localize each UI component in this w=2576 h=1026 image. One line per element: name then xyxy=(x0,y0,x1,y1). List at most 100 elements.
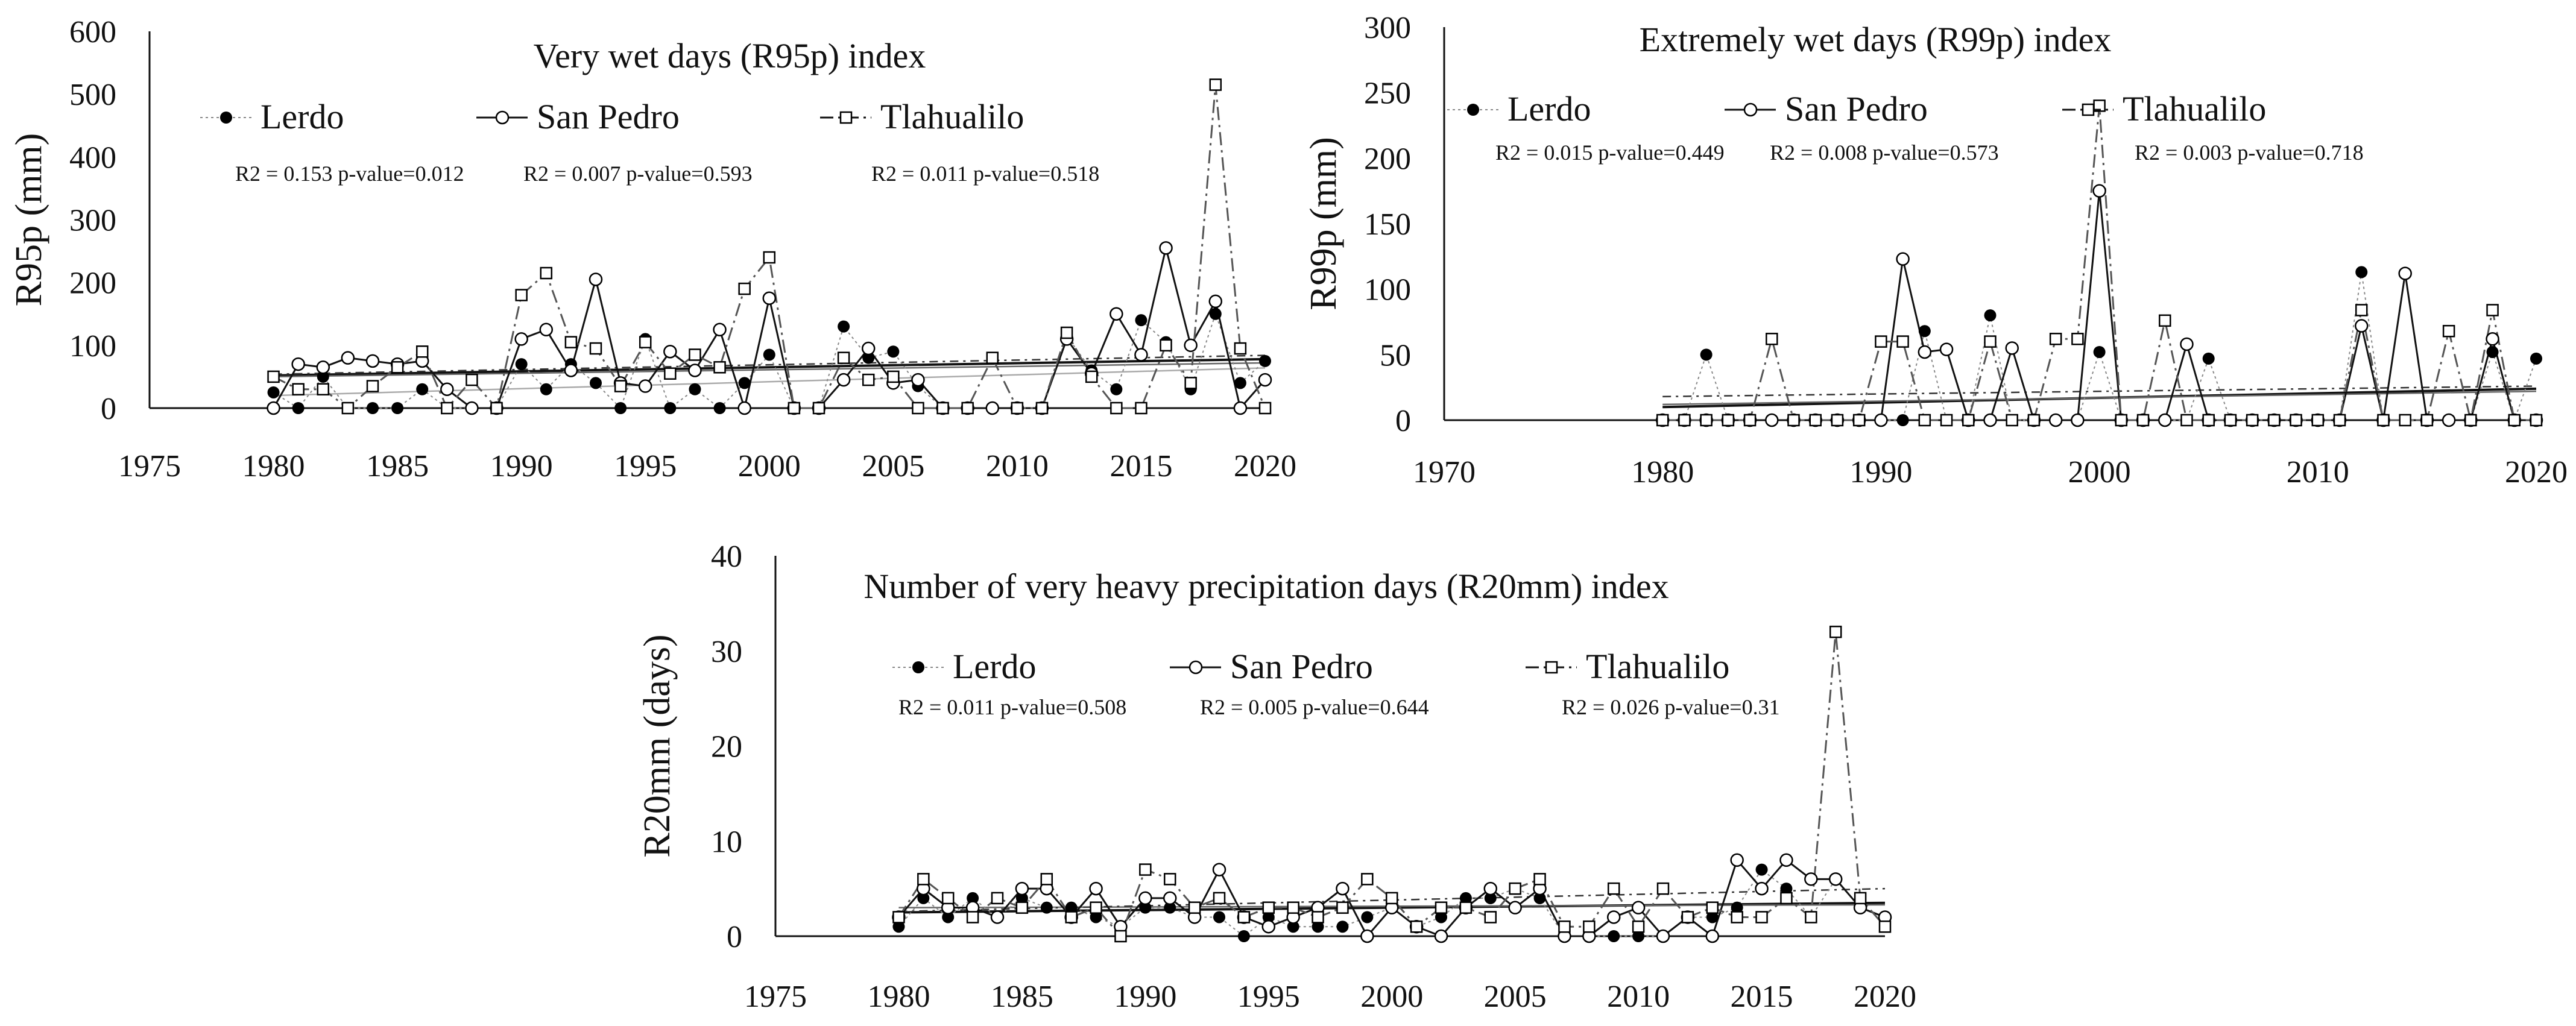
data-point xyxy=(2399,414,2411,427)
data-point xyxy=(316,360,330,374)
data-point xyxy=(341,401,355,415)
data-point xyxy=(1766,333,1778,345)
data-point xyxy=(1336,921,1349,933)
data-point xyxy=(713,323,727,337)
x-tick-label: 1975 xyxy=(744,980,807,1014)
data-point xyxy=(985,401,1000,415)
data-point xyxy=(1135,314,1148,327)
data-point xyxy=(713,402,726,414)
data-point xyxy=(1212,863,1226,877)
x-tick-label: 2010 xyxy=(986,449,1049,483)
data-point xyxy=(1060,326,1073,339)
data-point xyxy=(1184,338,1198,353)
data-point xyxy=(515,289,528,301)
trend-line xyxy=(273,367,1266,397)
data-point xyxy=(1312,921,1324,933)
x-tick-label: 1975 xyxy=(118,449,181,483)
data-point xyxy=(2442,413,2456,427)
data-point xyxy=(942,911,955,924)
data-point xyxy=(1287,921,1299,933)
y-tick-label: 20 xyxy=(711,730,742,764)
data-point xyxy=(639,336,652,348)
data-point xyxy=(2049,333,2062,345)
data-point xyxy=(986,351,999,364)
data-point xyxy=(788,401,801,415)
data-point xyxy=(664,402,677,414)
data-point xyxy=(1163,873,1176,886)
data-point xyxy=(416,383,429,395)
data-point xyxy=(1731,911,1743,924)
data-point xyxy=(341,351,355,365)
chart-title: Number of very heavy precipitation days … xyxy=(863,567,1668,606)
legend-marker xyxy=(220,112,232,124)
legend-stat: R2 = 0.003 p-value=0.718 xyxy=(2135,140,2364,165)
data-point xyxy=(2202,352,2215,365)
x-tick-label: 1995 xyxy=(614,449,677,483)
x-tick-label: 1995 xyxy=(1237,980,1300,1014)
data-point xyxy=(966,911,979,924)
chart-r20mm: 0 10 20 30 40 1975 1980 1985 1990 1995 2000 2005 201… xyxy=(637,540,1916,1014)
data-point xyxy=(1984,335,1997,348)
data-point xyxy=(2202,414,2215,427)
y-tick-label: 150 xyxy=(1364,207,1411,242)
data-point xyxy=(1743,414,1757,427)
data-point xyxy=(589,272,603,286)
data-point xyxy=(2311,414,2325,427)
y-tick-label: 300 xyxy=(69,204,116,238)
y-tick-label: 200 xyxy=(1364,142,1411,176)
x-tick-label: 1980 xyxy=(867,980,930,1014)
data-point xyxy=(2290,414,2302,427)
legend-label: San Pedro xyxy=(537,97,680,136)
data-point xyxy=(2355,304,2368,316)
data-point xyxy=(2355,266,2368,279)
data-point xyxy=(1361,873,1374,886)
data-point xyxy=(1632,930,1645,942)
data-point xyxy=(689,348,701,361)
y-tick-label: 400 xyxy=(69,140,116,175)
trend-line xyxy=(273,357,1266,377)
data-point xyxy=(1805,911,1817,924)
data-point xyxy=(1631,901,1646,914)
data-point xyxy=(540,266,553,280)
data-point xyxy=(1085,370,1098,383)
data-point xyxy=(1831,414,1844,427)
data-point xyxy=(514,332,528,346)
x-tick-label: 2000 xyxy=(738,449,801,483)
legend-label: Tlahualilo xyxy=(2123,89,2266,128)
x-tick-label: 2020 xyxy=(2505,455,2568,489)
data-point xyxy=(1138,891,1152,905)
data-point xyxy=(762,291,777,305)
data-point xyxy=(1015,881,1029,896)
data-point xyxy=(1681,911,1694,924)
data-point xyxy=(1918,345,1932,359)
data-point xyxy=(738,282,751,295)
data-point xyxy=(2530,352,2542,365)
legend-marker xyxy=(1545,661,1558,674)
data-point xyxy=(267,370,280,383)
data-point xyxy=(1262,901,1275,914)
data-point xyxy=(1765,413,1779,427)
legend-label: Tlahualilo xyxy=(880,97,1024,136)
data-point xyxy=(2048,413,2063,427)
data-point xyxy=(1874,413,1888,427)
x-tick-label: 2000 xyxy=(2068,455,2131,489)
data-point xyxy=(1509,882,1521,895)
data-point xyxy=(1533,873,1546,886)
data-point xyxy=(1434,929,1448,943)
x-tick-label: 2020 xyxy=(1854,980,1916,1014)
data-point xyxy=(1159,241,1173,255)
data-point xyxy=(1730,853,1744,867)
x-tick-label: 1970 xyxy=(1413,455,1476,489)
legend-label: Lerdo xyxy=(953,647,1037,686)
x-tick-label: 2015 xyxy=(1731,980,1793,1014)
data-point xyxy=(838,320,850,333)
data-point xyxy=(991,892,1004,905)
data-point xyxy=(1940,414,1953,427)
data-point xyxy=(1875,335,1887,348)
data-point xyxy=(1234,342,1247,355)
legend-marker xyxy=(2082,103,2095,116)
data-point xyxy=(1678,414,1691,427)
data-point xyxy=(1164,901,1176,914)
y-tick-label: 0 xyxy=(101,392,116,426)
data-point xyxy=(1110,307,1123,321)
